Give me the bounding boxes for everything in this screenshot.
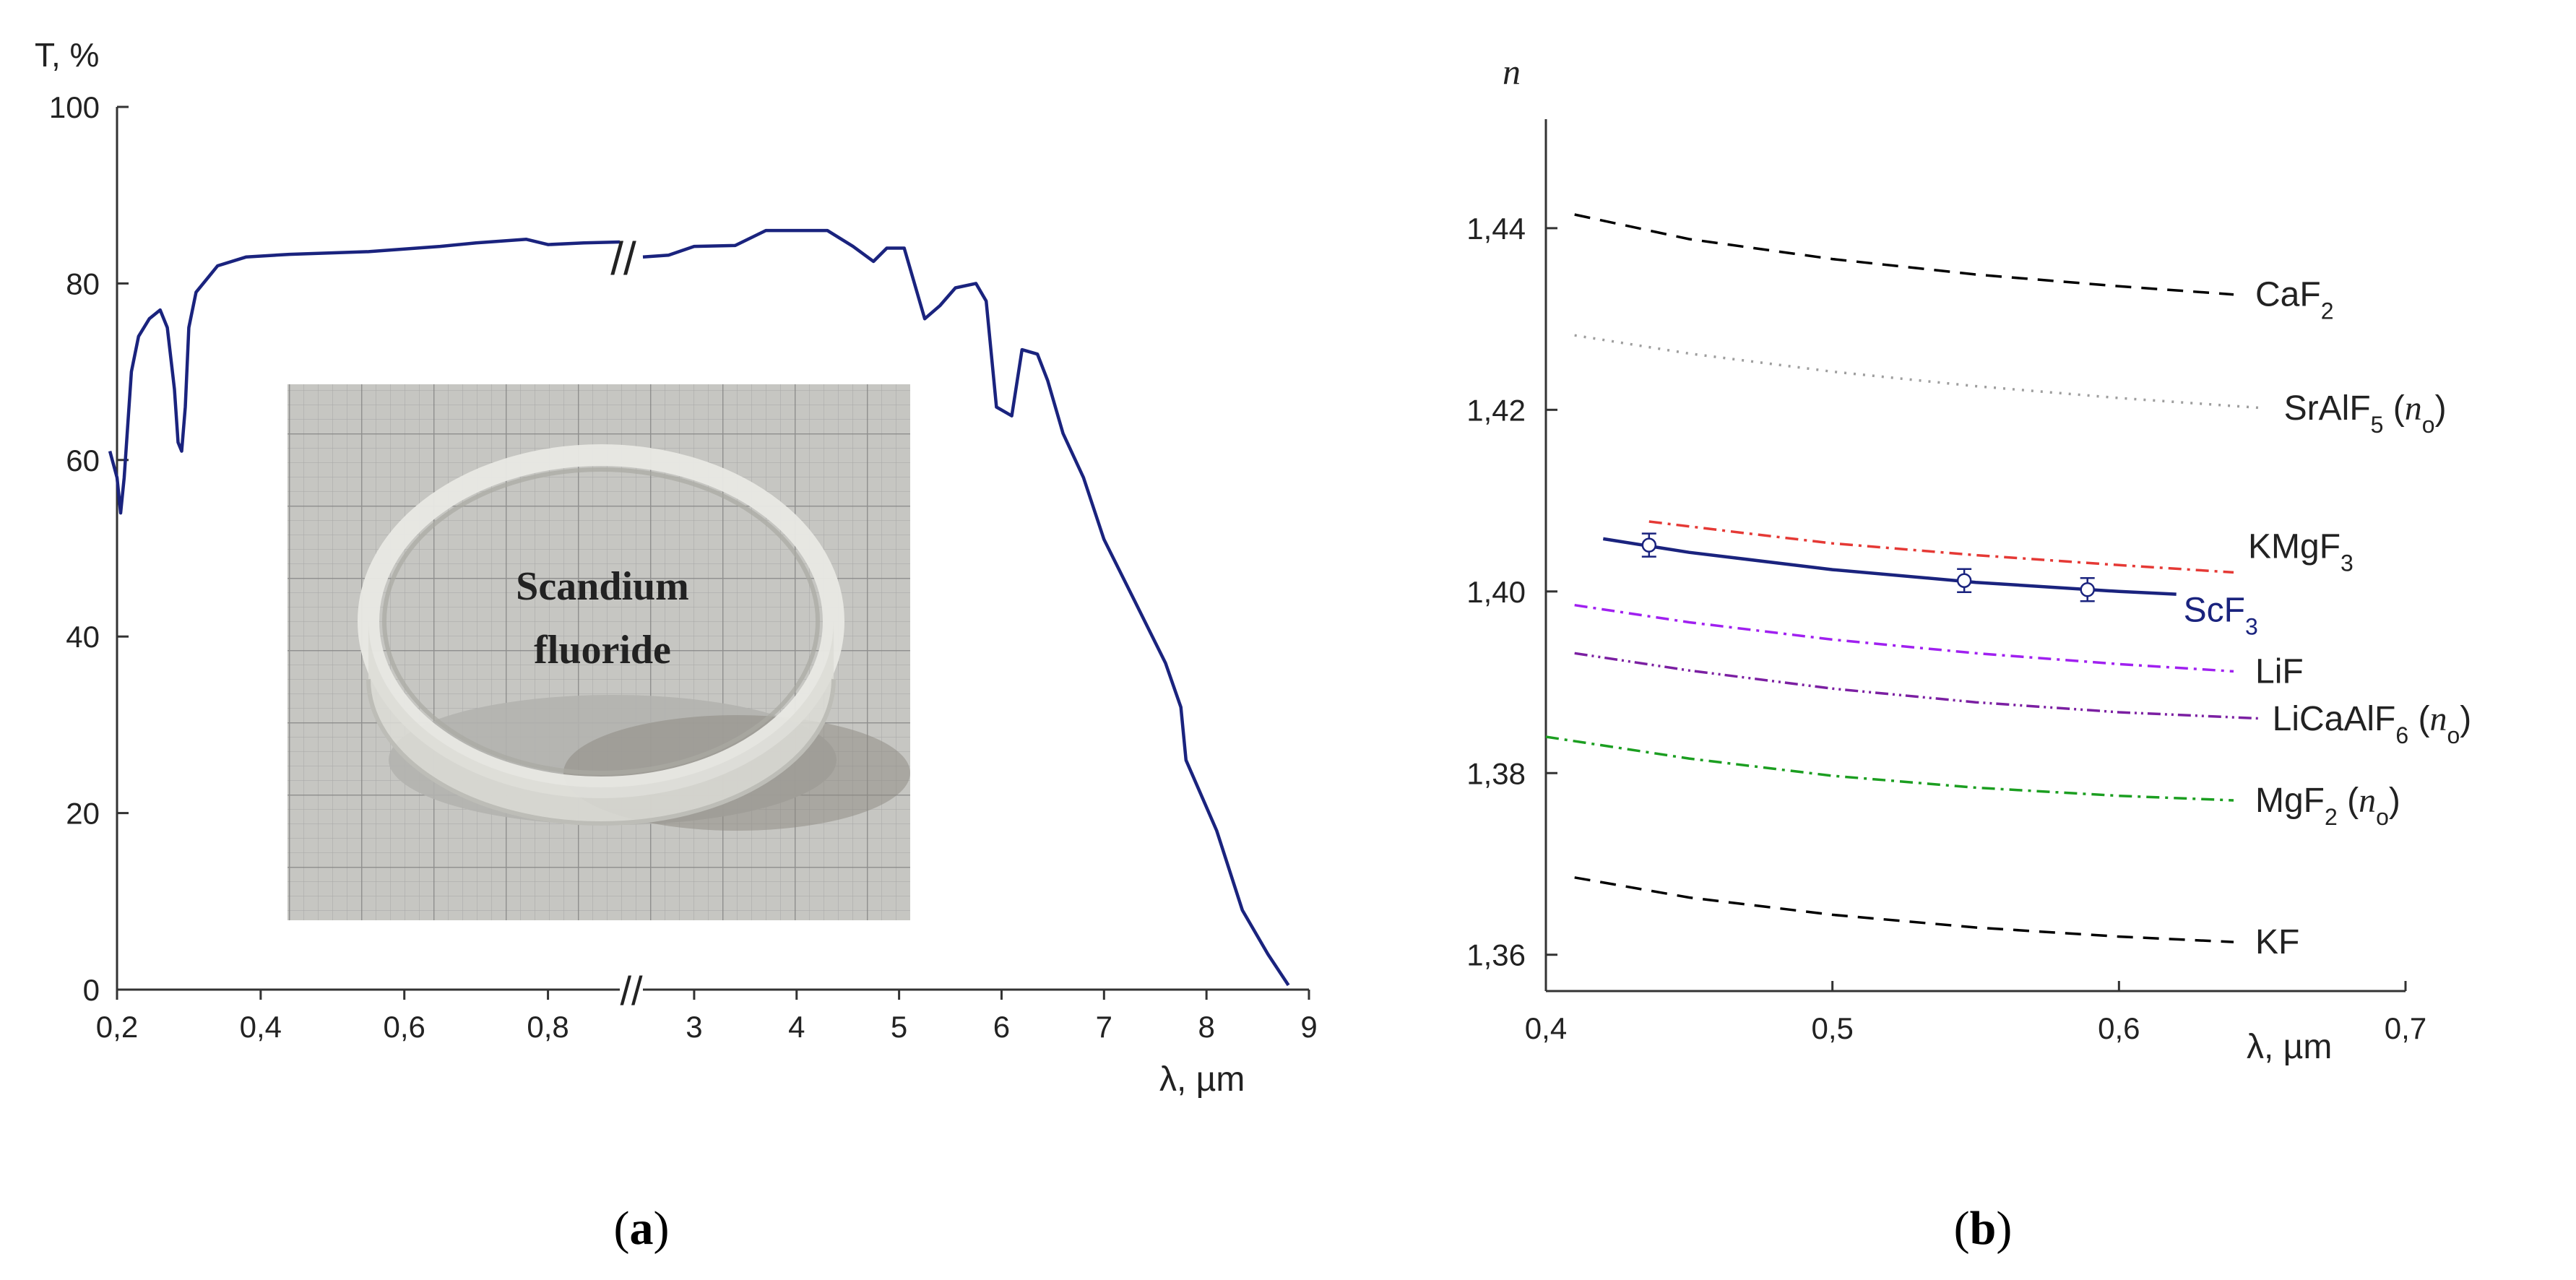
b-series-line-kmgf3 [1648,520,2234,574]
panel-b-ylabel: n [1503,51,1521,92]
b-series-line-licaalf6-no- [1574,652,2262,720]
panel-a-transmission-chart: T, % 0 20 40 60 80 100 0,2 0,4 0,6 0,8 3 4 5 6 7 8 9 Sc… [35,36,1318,1255]
panel-a-yticks: 0 20 40 60 80 100 [49,90,129,1007]
b-series-label: ScF3 [2184,592,2258,640]
caption-a: (a) [614,1202,670,1255]
panel-b-yticks: 1,36 1,38 1,40 1,42 1,44 [1466,212,1557,972]
panel-a-series [108,228,1290,987]
b-measured-point [2080,582,2095,597]
a-xtick-label: 5 [891,1010,907,1044]
b-xtick-label: 0,4 [1525,1011,1567,1045]
b-series-line-caf2 [1574,213,2234,296]
a-xtick-label: 3 [686,1010,702,1044]
panel-b-measured-points [1641,532,2095,602]
a-xtick-label: 6 [993,1010,1010,1044]
b-ytick-label: 1,40 [1466,575,1526,609]
panel-a-break-mark-top: // [610,233,636,285]
b-xtick-label: 0,5 [1811,1011,1853,1045]
a-ytick-label: 0 [83,973,100,1007]
panel-a-ylabel: T, % [35,36,99,74]
b-measured-point [1956,573,1972,588]
a-xtick-label: 0,6 [384,1010,425,1044]
a-xtick-label: 0,8 [527,1010,569,1044]
a-series-line-segment2 [642,228,1290,987]
a-series-line-segment1 [108,238,621,515]
b-series-label: LiF [2255,652,2304,691]
b-series-line-lif [1574,603,2234,673]
a-ytick-label: 40 [66,620,100,654]
a-xtick-label: 8 [1198,1010,1214,1044]
panel-b-xticks: 0,4 0,5 0,6 0,7 [1525,981,2426,1045]
panel-a-xlabel: λ, µm [1159,1060,1245,1099]
b-series-label: LiCaAlF6 (no) [2273,700,2472,748]
inset-label-line2: fluoride [534,628,671,673]
a-xtick-label: 0,4 [240,1010,282,1044]
a-xtick-label: 4 [788,1010,805,1044]
b-series-line-mgf2-no- [1545,735,2234,802]
b-series-line-sralf5-no- [1574,334,2262,410]
a-xtick-label: 9 [1300,1010,1317,1044]
ring-side-wall [368,621,834,823]
panel-a-break-mark-axis: // [620,968,643,1013]
caption-b: (b) [1954,1202,2013,1255]
a-xtick-label: 7 [1096,1010,1112,1044]
b-ytick-label: 1,42 [1466,393,1526,427]
panel-b-series [1545,213,2262,943]
panel-b-series-labels: CaF2 SrAlF5 (no) KMgF3 ScF3 LiF LiCaAlF6 (no)… [2184,276,2472,961]
b-measured-point [1641,537,1657,553]
a-ytick-label: 100 [49,90,100,124]
panel-b-refractive-index-chart: n 1,36 1,38 1,40 1,42 1,44 0,4 0,5 0,6 0,7 CaF2… [1466,51,2471,1255]
inset-label-line1: Scandium [516,564,689,609]
panel-a-xticks: 0,2 0,4 0,6 0,8 3 4 5 6 7 8 9 [96,990,1318,1044]
b-series-label: MgF2 (no) [2255,782,2400,830]
b-series-label: KMgF3 [2248,527,2354,576]
b-series-line-kf [1574,876,2234,943]
b-series-label: SrAlF5 (no) [2284,389,2447,438]
a-ytick-label: 20 [66,797,100,831]
b-series-label: KF [2255,923,2299,961]
b-ytick-label: 1,38 [1466,756,1526,790]
a-xtick-label: 0,2 [96,1010,138,1044]
b-xtick-label: 0,6 [2098,1011,2140,1045]
b-series-line-scf3 [1602,537,2177,596]
b-ytick-label: 1,36 [1466,938,1526,972]
b-series-label: CaF2 [2255,276,2333,324]
a-ytick-label: 60 [66,444,100,477]
b-ytick-label: 1,44 [1466,212,1526,246]
inset-photo: Scandium fluoride [288,384,910,920]
b-xtick-label: 0,7 [2385,1011,2426,1045]
a-ytick-label: 80 [66,267,100,300]
panel-b-xlabel: λ, µm [2247,1028,2332,1066]
